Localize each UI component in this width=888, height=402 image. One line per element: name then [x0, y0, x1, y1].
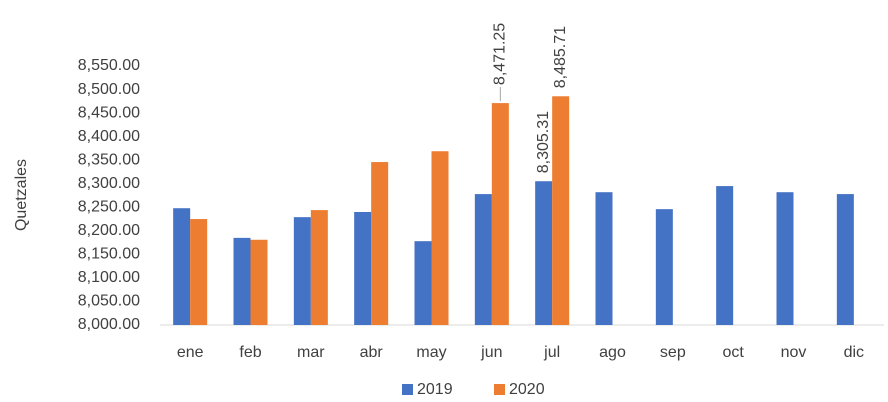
- y-tick-label: 8,400.00: [78, 128, 140, 145]
- bar: [190, 219, 208, 325]
- bar: [552, 96, 570, 325]
- bar: [173, 208, 191, 325]
- y-tick-label: 8,100.00: [78, 269, 140, 286]
- y-tick-label: 8,050.00: [78, 293, 140, 310]
- y-tick-label: 8,000.00: [78, 316, 140, 333]
- x-tick-label: dic: [844, 344, 864, 361]
- bar: [250, 239, 268, 325]
- x-tick-label: jun: [480, 344, 502, 361]
- x-tick-label: abr: [360, 344, 384, 361]
- bar: [655, 209, 673, 325]
- y-axis-title: Quetzales: [13, 159, 30, 231]
- y-tick-label: 8,450.00: [78, 104, 140, 121]
- data-label: 8,305.31: [535, 111, 552, 173]
- data-label: 8,471.25: [492, 23, 509, 85]
- y-tick-label: 8,500.00: [78, 81, 140, 98]
- x-tick-label: ago: [599, 344, 626, 361]
- bar: [371, 162, 389, 325]
- y-tick-label: 8,550.00: [78, 57, 140, 74]
- x-tick-label: ene: [177, 344, 204, 361]
- y-tick-label: 8,150.00: [78, 246, 140, 263]
- data-label: 8,485.71: [552, 26, 569, 88]
- bar: [836, 194, 854, 325]
- x-tick-label: jul: [543, 344, 560, 361]
- bar: [354, 211, 372, 325]
- y-tick-label: 8,300.00: [78, 175, 140, 192]
- x-tick-label: oct: [722, 344, 744, 361]
- bar: [431, 151, 449, 325]
- bar: [414, 241, 432, 325]
- bar: [776, 192, 794, 325]
- x-tick-label: mar: [297, 344, 325, 361]
- bar: [595, 192, 613, 325]
- bar: [233, 237, 251, 325]
- y-tick-label: 8,350.00: [78, 151, 140, 168]
- legend-swatch: [494, 384, 505, 395]
- x-tick-label: sep: [660, 344, 686, 361]
- bar: [535, 181, 553, 325]
- legend-label: 2019: [417, 381, 453, 398]
- bar: [716, 186, 734, 325]
- x-tick-label: may: [416, 344, 446, 361]
- bar: [491, 103, 509, 325]
- bar: [293, 217, 311, 325]
- x-tick-label: nov: [781, 344, 807, 361]
- legend-label: 2020: [509, 381, 545, 398]
- x-tick-label: feb: [239, 344, 261, 361]
- legend-swatch: [402, 384, 413, 395]
- bar: [310, 210, 328, 325]
- y-tick-label: 8,200.00: [78, 222, 140, 239]
- y-tick-label: 8,250.00: [78, 198, 140, 215]
- bar: [474, 194, 492, 325]
